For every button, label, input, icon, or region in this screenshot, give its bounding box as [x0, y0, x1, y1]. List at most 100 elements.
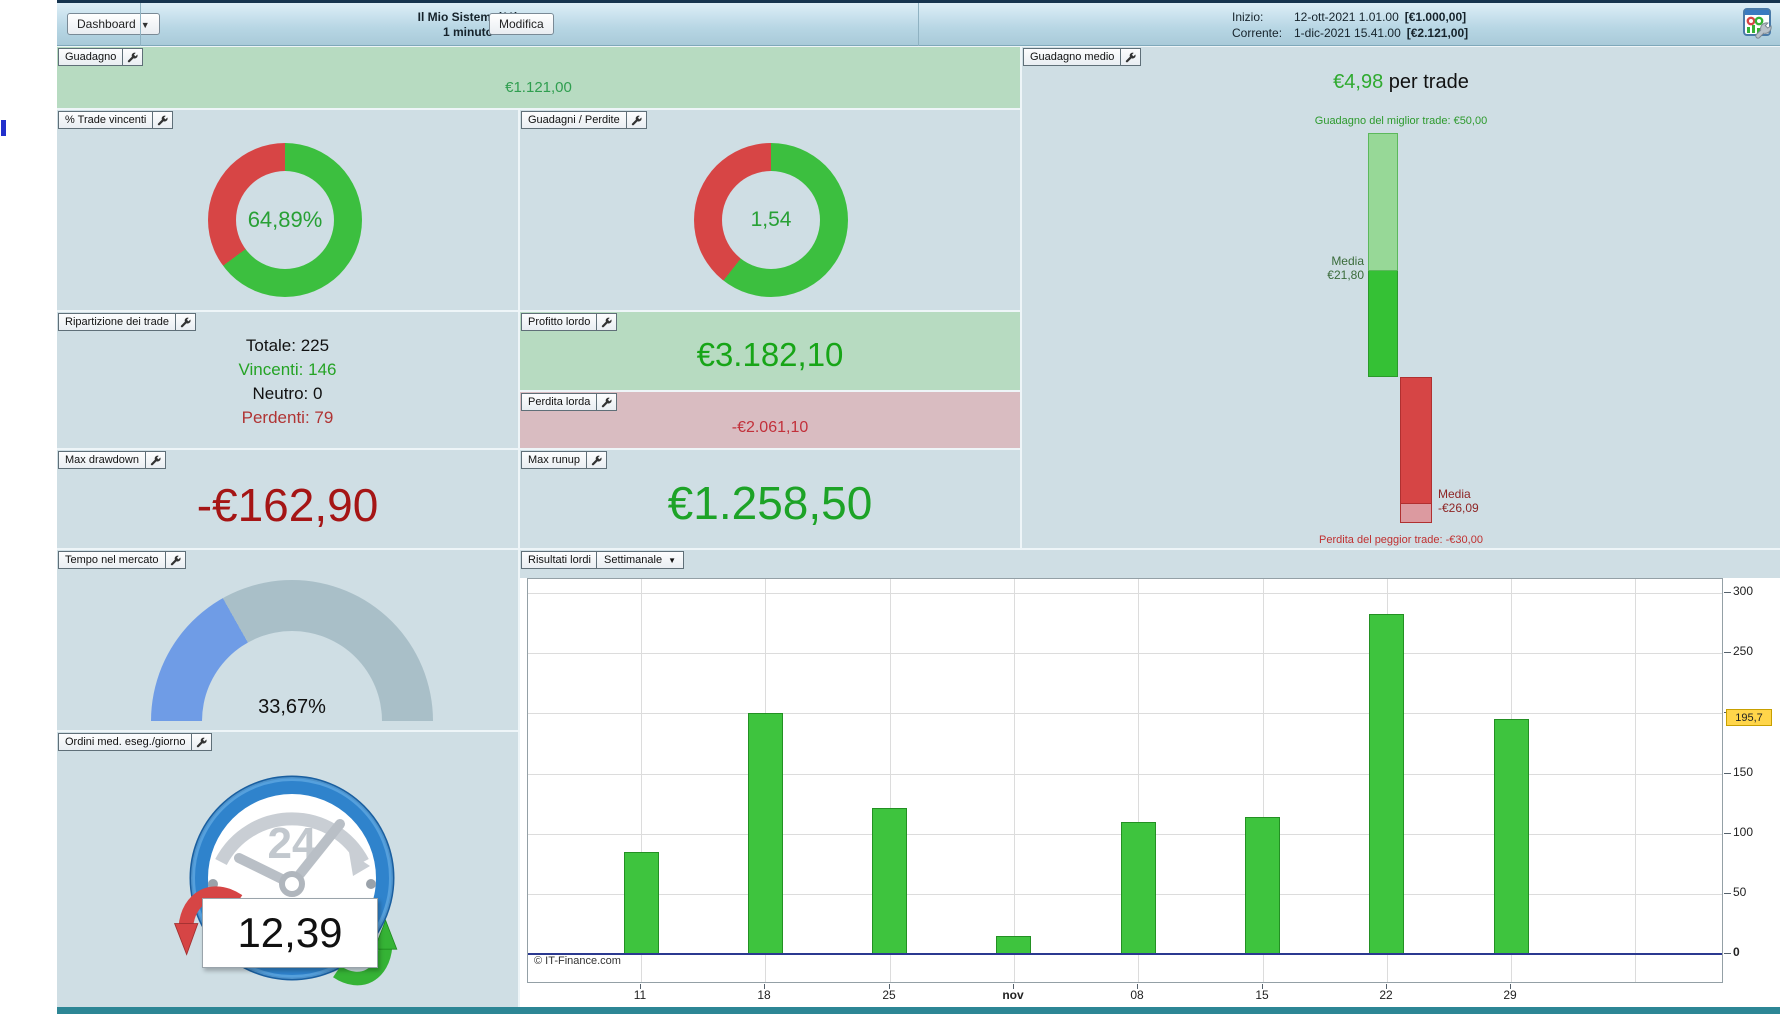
corrente-row: Corrente: 1-dic-2021 15.41.00 [€2.121,00…: [1232, 25, 1468, 41]
y-tick-mark: [1724, 832, 1731, 834]
list-item: Perdenti: 79: [241, 408, 334, 427]
x-tick-label: 18: [757, 988, 771, 1002]
inizio-amount: [€1.000,00]: [1404, 10, 1467, 24]
wrench-icon[interactable]: [596, 394, 616, 410]
modifica-button[interactable]: Modifica: [489, 13, 554, 35]
max-drawdown-value: -€162,90: [196, 479, 379, 531]
panel-risultati-title: Risultati lordi: [528, 554, 591, 566]
y-tick-label: 150: [1733, 764, 1754, 779]
dashboard-menu-button[interactable]: Dashboard ▼: [67, 13, 160, 35]
wrench-icon[interactable]: [152, 112, 172, 128]
corrente-label: Corrente:: [1232, 26, 1283, 40]
avg-trade-suffix: per trade: [1383, 71, 1469, 93]
time-in-market-value: 33,67%: [258, 696, 326, 718]
wrench-icon[interactable]: [625, 112, 646, 128]
max-runup-value: €1.258,50: [667, 477, 873, 529]
avg-win-bar-segment: [1368, 270, 1398, 377]
chevron-down-icon: ▼: [140, 20, 150, 30]
wrench-icon[interactable]: [585, 452, 606, 468]
top-border-line: [57, 0, 1780, 3]
left-margin-strip: [0, 0, 57, 1014]
profit-loss-ratio-hole: 1,54: [722, 171, 820, 269]
chart-right-axis-area: [1724, 578, 1780, 1008]
dashboard-settings-icon[interactable]: [1742, 8, 1774, 43]
panel-maxdd-header: Max drawdown: [58, 451, 166, 469]
x-tick-label: 22: [1379, 988, 1393, 1002]
perdita-value: -€2.061,10: [731, 419, 809, 436]
orders-per-day-value: 12,39: [202, 898, 378, 968]
panel-ripartizione-header: Ripartizione dei trade: [58, 313, 196, 331]
panel-profitto-title: Profitto lordo: [528, 316, 591, 328]
panel-guadagno-title: Guadagno: [65, 51, 117, 63]
guadagno-value: €1.121,00: [505, 79, 572, 96]
panel-maxrunup-title: Max runup: [528, 454, 580, 466]
h-gridline: [528, 593, 1722, 595]
y-tick-label: 250: [1733, 644, 1754, 659]
y-tick-label: 100: [1733, 824, 1754, 839]
win-rate-donut-hole: 64,89%: [236, 171, 334, 269]
avg-trade-headline: €4,98 per trade: [1022, 71, 1780, 94]
weekly-bar: [624, 852, 659, 954]
panel-profitto-lordo: Profitto lordo €3.182,10: [520, 312, 1020, 390]
panel-max-runup: Max runup €1.258,50: [520, 450, 1020, 548]
text-cursor: [1, 120, 6, 136]
panel-ordini-header: Ordini med. eseg./giorno: [58, 733, 213, 751]
inizio-row: Inizio: 12-ott-2021 1.01.00 [€1.000,00]: [1232, 9, 1468, 25]
weekly-bar: [1245, 817, 1280, 954]
panel-risultati-header: Risultati lordi: [521, 551, 618, 569]
y-tick-label: 0: [1733, 945, 1740, 959]
modifica-label: Modifica: [499, 17, 544, 31]
wrench-icon[interactable]: [596, 314, 616, 330]
profit-loss-ratio-value: 1,54: [750, 208, 792, 231]
y-tick-mark: [1724, 772, 1731, 774]
x-tick-mark: [889, 984, 890, 989]
time-in-market-gauge: [151, 580, 433, 721]
panel-tempo-header: Tempo nel mercato: [58, 551, 186, 569]
account-info: Inizio: 12-ott-2021 1.01.00 [€1.000,00] …: [1232, 9, 1468, 41]
panel-perdita-header: Perdita lorda: [521, 393, 618, 411]
best-trade-bar-segment: [1368, 133, 1398, 271]
panel-max-drawdown: Max drawdown -€162,90: [57, 450, 518, 548]
toolbar-separator: [140, 3, 141, 46]
period-dropdown-label: Settimanale: [604, 554, 663, 566]
x-tick-mark: [1510, 984, 1511, 989]
weekly-bar: [1121, 822, 1156, 954]
weekly-bar: [1494, 719, 1529, 954]
x-tick-label: nov: [1002, 988, 1024, 1002]
panel-perdita-lorda: Perdita lorda -€2.061,10: [520, 392, 1020, 448]
chevron-down-icon: ▼: [668, 555, 677, 565]
top-toolbar: Dashboard ▼ Il Mio Sistema(11) 1 minuto M…: [57, 3, 1780, 46]
orders-per-day-widget: 24 12,39: [57, 732, 518, 1008]
v-gridline: [1263, 579, 1264, 982]
x-tick-mark: [640, 984, 641, 989]
weekly-results-plot: © IT-Finance.com: [527, 578, 1723, 983]
x-tick-mark: [1386, 984, 1387, 989]
h-gridline: [528, 773, 1722, 775]
wrench-icon[interactable]: [122, 49, 142, 65]
panel-profitto-header: Profitto lordo: [521, 313, 618, 331]
corrente-datetime: 1-dic-2021 15.41.00: [1294, 26, 1401, 40]
wrench-icon[interactable]: [164, 552, 185, 568]
dashboard-menu-label: Dashboard: [77, 17, 136, 31]
copyright-label: © IT-Finance.com: [534, 955, 621, 967]
v-gridline: [1014, 579, 1015, 982]
wrench-icon[interactable]: [191, 734, 211, 750]
period-dropdown[interactable]: Settimanale ▼: [596, 551, 685, 569]
y-tick-mark: [1724, 892, 1731, 894]
y-tick-label: 50: [1733, 884, 1747, 899]
list-item: Neutro: 0: [252, 384, 323, 403]
panel-risultati-lordi: Risultati lordi Settimanale ▼ © IT-Financ…: [520, 550, 1780, 1008]
wrench-icon[interactable]: [174, 314, 195, 330]
corrente-amount: [€2.121,00]: [1406, 26, 1469, 40]
chart-header-strip: [520, 550, 1780, 578]
wrench-icon[interactable]: [144, 452, 165, 468]
red-down-arrow-icon: [173, 886, 243, 956]
worst-trade-bar-segment: [1400, 504, 1432, 524]
panel-guadagni-perdite-title: Guadagni / Perdite: [528, 114, 620, 126]
weekly-bar: [996, 936, 1031, 954]
wrench-icon[interactable]: [1120, 49, 1140, 65]
x-tick-label: 11: [633, 988, 647, 1002]
y-tick-mark: [1724, 592, 1731, 594]
panel-perdita-title: Perdita lorda: [528, 396, 591, 408]
inizio-label: Inizio:: [1232, 10, 1264, 24]
